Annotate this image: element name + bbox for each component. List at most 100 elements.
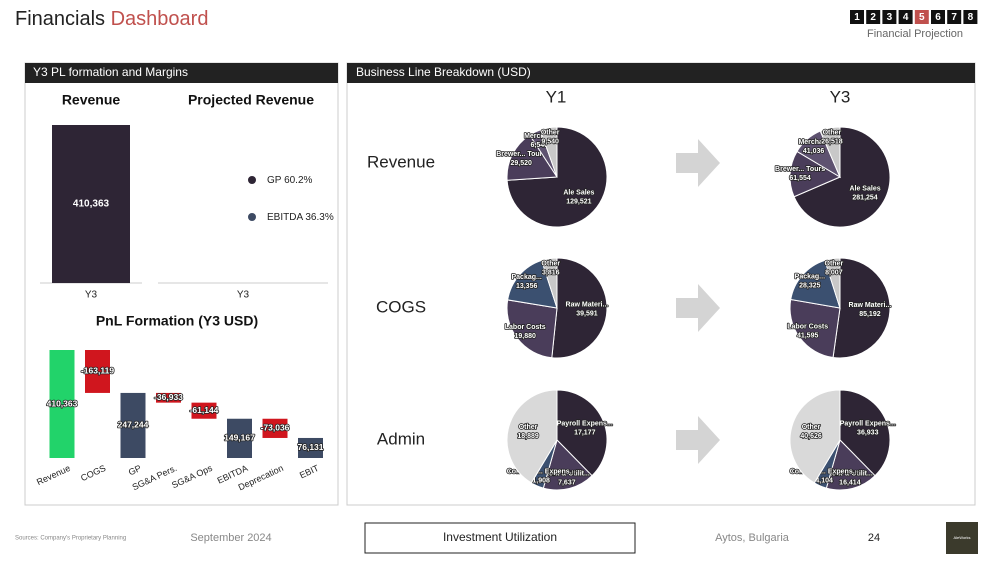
- row-label: COGS: [376, 297, 426, 316]
- slice-value: 19,880: [514, 333, 536, 340]
- pie-slice: [793, 126, 891, 228]
- x-tick-label: EBIT: [298, 463, 321, 481]
- slice-value: 39,591: [576, 310, 598, 317]
- title-main: Financials: [15, 8, 105, 30]
- waterfall-bar: [49, 350, 75, 458]
- arrow: [676, 139, 720, 187]
- marker: [248, 176, 256, 184]
- x-tick-label: GP: [127, 463, 143, 478]
- waterfall-bar: [227, 418, 252, 458]
- slice-name: Brewer... Tours: [496, 151, 546, 158]
- nav-page: 1: [854, 12, 860, 23]
- nav-box: [963, 10, 978, 24]
- slice-value: 36,933: [857, 430, 879, 437]
- slice-value: 17,177: [574, 430, 596, 437]
- nav-page: 7: [951, 12, 957, 23]
- nav-box: [947, 10, 962, 24]
- slice-name: Ale Sales: [563, 189, 594, 196]
- slice-value: 18,889: [517, 433, 539, 440]
- slice-name: Rent & Utilit...: [544, 471, 590, 478]
- slide-title: Financials Dashboard: [15, 8, 208, 30]
- arrow: [676, 416, 720, 464]
- page-number: 24: [868, 532, 880, 544]
- pie-slice: [839, 389, 891, 477]
- slice-value: 61,554: [789, 175, 811, 182]
- nav-box: [882, 10, 897, 24]
- waterfall-bar: [85, 350, 110, 393]
- slice-value: 16,414: [839, 480, 861, 487]
- slice-value: 129,521: [566, 198, 591, 205]
- waterfall-bar: [298, 437, 323, 458]
- bar-label: 76,131: [298, 442, 324, 452]
- slice-name: Other: [825, 260, 844, 267]
- slice-name: Rent & Utilit...: [827, 471, 873, 478]
- slice-value: 6,540: [530, 142, 548, 149]
- nav-box: [866, 10, 881, 24]
- slice-name: Brewer... Tours: [775, 166, 825, 173]
- pie-slice: [819, 126, 841, 178]
- slice-name: Commun... Expens...: [790, 469, 859, 476]
- slice-value: 13,356: [516, 283, 538, 290]
- series-name: EBITDA: [267, 212, 303, 223]
- logo-text: AleWorks: [953, 535, 970, 540]
- slice-name: Commun... Expens...: [507, 469, 576, 476]
- series-name: GP: [267, 175, 282, 186]
- left-panel-header: [25, 63, 338, 83]
- nav-page: 3: [887, 12, 893, 23]
- pie-slice: [825, 439, 876, 491]
- slice-value: 40,626: [800, 433, 822, 440]
- slice-value: 281,254: [852, 194, 877, 201]
- pie-slice: [824, 257, 841, 309]
- bar-label: 149,167: [224, 433, 255, 443]
- nav-page: 5: [919, 12, 925, 23]
- slice-value: 4,104: [815, 478, 833, 485]
- waterfall-bar: [156, 392, 181, 403]
- pie-slice: [789, 298, 841, 359]
- slice-name: Other: [519, 424, 538, 431]
- row-label: Admin: [377, 429, 425, 448]
- value-label: 60.2%: [284, 175, 312, 186]
- slice-name: Mercha...: [798, 139, 828, 146]
- nav-label: Financial Projection: [867, 28, 963, 40]
- pie-slice: [556, 389, 608, 477]
- slice-name: Raw Materi...: [849, 302, 892, 309]
- pie-slice: [506, 134, 558, 181]
- footer-section: Investment Utilization: [443, 530, 557, 544]
- right-panel-header: [347, 63, 975, 83]
- row-label: Revenue: [367, 152, 435, 171]
- nav-box: [898, 10, 913, 24]
- waterfall-bar: [191, 402, 217, 419]
- nav-page: 6: [935, 12, 941, 23]
- slice-name: Mercha...: [524, 133, 554, 140]
- slice-name: Other: [541, 129, 560, 136]
- title-highlight: Dashboard: [111, 8, 209, 30]
- nav-box: [931, 10, 945, 24]
- x-tick-label: Y3: [85, 290, 98, 301]
- arrow: [676, 284, 720, 332]
- slice-name: Payroll Expens...: [557, 421, 613, 428]
- slice-value: 29,520: [511, 160, 533, 167]
- bar-label: 247,244: [118, 420, 149, 430]
- slice-name: Ale Sales: [849, 185, 880, 192]
- value-label: 36.3%: [305, 212, 333, 223]
- bar-label: -73,036: [261, 423, 290, 433]
- slice-name: Labor Costs: [787, 323, 828, 330]
- right-panel-title: Business Line Breakdown (USD): [356, 65, 531, 79]
- marker: [248, 213, 256, 221]
- nav-page: 8: [968, 12, 974, 23]
- pie-slice: [789, 389, 841, 484]
- nav-box: [914, 10, 929, 24]
- slice-name: Other: [823, 130, 842, 137]
- marker-label: EBITDA 36.3%: [267, 212, 334, 223]
- slice-value: 9,540: [541, 138, 559, 145]
- column-label: Y3: [830, 87, 851, 106]
- chart-title: Revenue: [62, 92, 121, 108]
- slice-value: 41,595: [797, 332, 819, 339]
- pie-slice: [540, 257, 558, 309]
- nav-page: 4: [903, 12, 909, 23]
- x-tick-label: Y3: [237, 290, 250, 301]
- slice-name: Other: [541, 260, 560, 267]
- bar-label: -61,144: [190, 405, 219, 415]
- footer-location: Aytos, Bulgaria: [715, 532, 790, 544]
